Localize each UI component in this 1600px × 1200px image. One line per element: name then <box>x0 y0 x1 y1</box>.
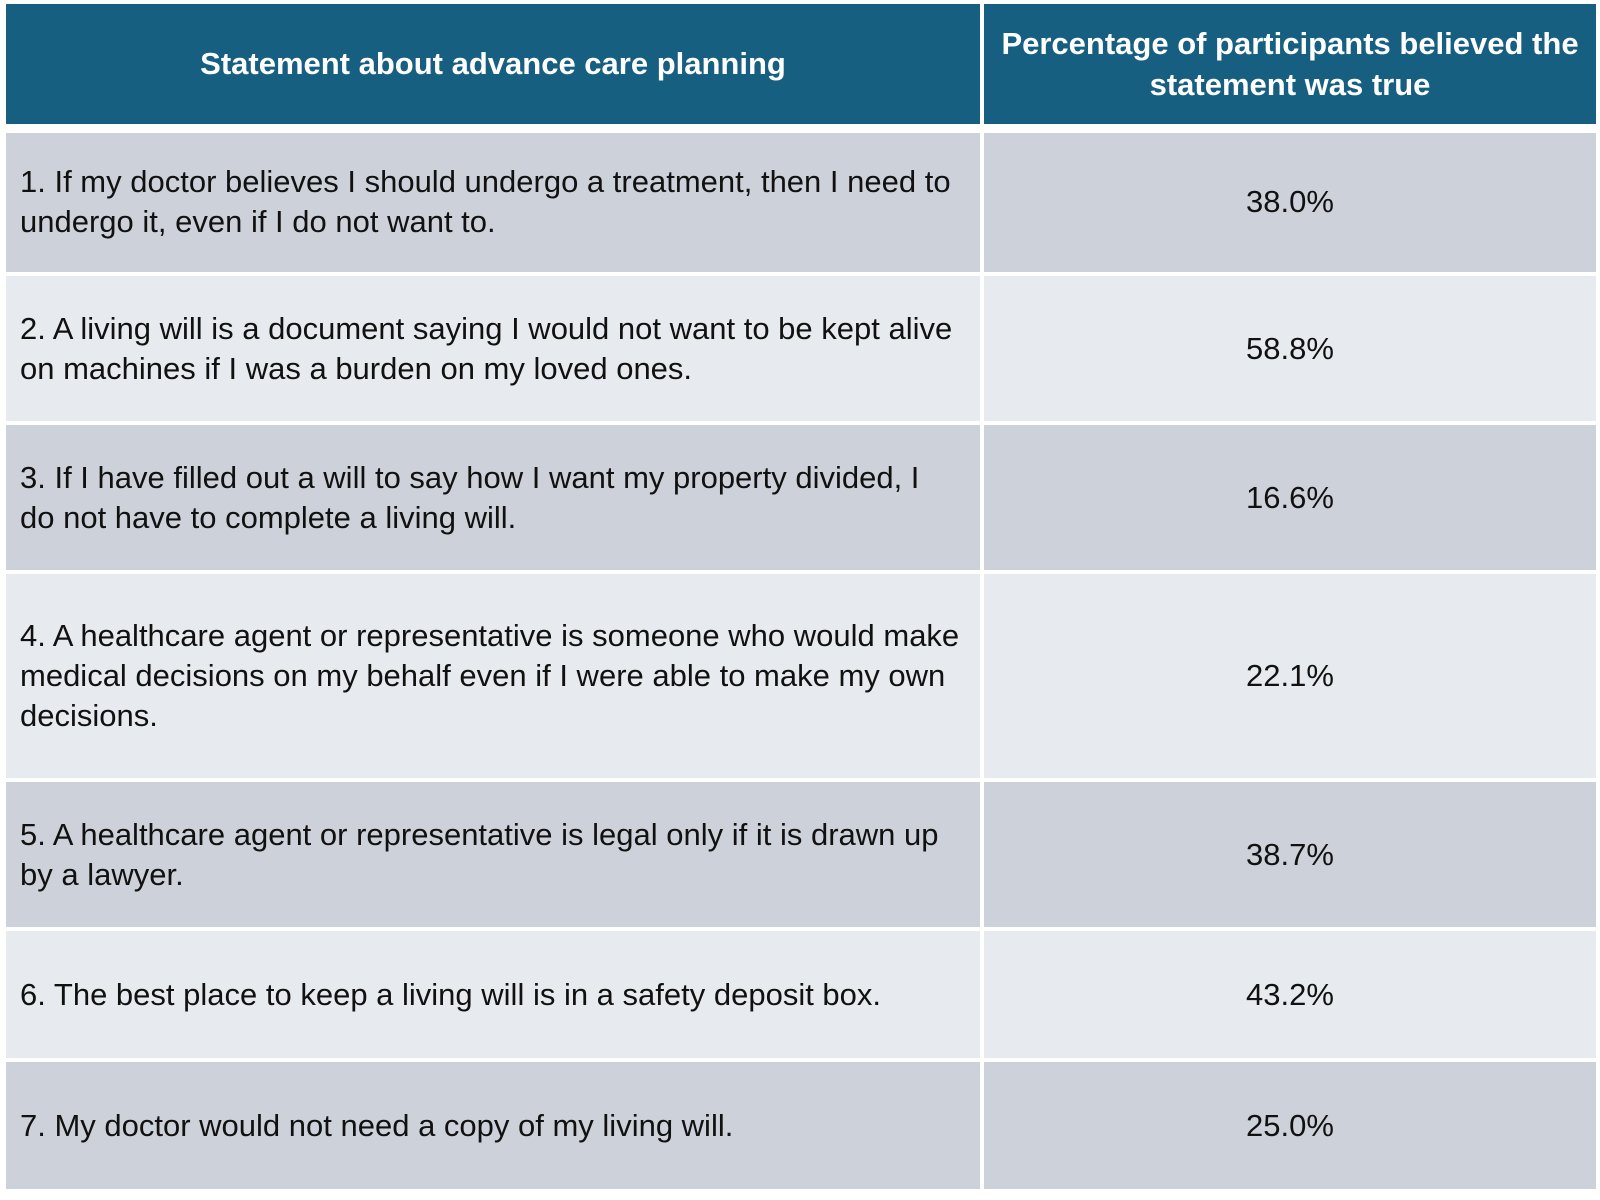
advance-care-planning-table: Statement about advance care planning Pe… <box>6 4 1596 1193</box>
advance-care-planning-table-container: Statement about advance care planning Pe… <box>6 4 1596 1193</box>
statement-cell: 7. My doctor would not need a copy of my… <box>6 1060 984 1193</box>
column-header-percentage: Percentage of participants believed the … <box>982 4 1596 133</box>
table-row: 6. The best place to keep a living will … <box>6 929 1596 1062</box>
percentage-cell: 58.8% <box>982 274 1596 425</box>
statement-cell: 6. The best place to keep a living will … <box>6 929 984 1062</box>
statement-cell: 4. A healthcare agent or representative … <box>6 572 984 782</box>
percentage-cell: 22.1% <box>982 572 1596 782</box>
statement-cell: 1. If my doctor believes I should underg… <box>6 128 984 276</box>
table-header: Statement about advance care planning Pe… <box>6 4 1596 133</box>
percentage-cell: 38.0% <box>982 128 1596 276</box>
table-row: 1. If my doctor believes I should underg… <box>6 128 1596 276</box>
table-row: 3. If I have filled out a will to say ho… <box>6 423 1596 574</box>
percentage-cell: 38.7% <box>982 780 1596 931</box>
table-row: 2. A living will is a document saying I … <box>6 274 1596 425</box>
statement-cell: 5. A healthcare agent or representative … <box>6 780 984 931</box>
percentage-cell: 43.2% <box>982 929 1596 1062</box>
column-header-statement: Statement about advance care planning <box>6 4 984 133</box>
table-body: 1. If my doctor believes I should underg… <box>6 128 1596 1193</box>
percentage-cell: 16.6% <box>982 423 1596 574</box>
table-header-row: Statement about advance care planning Pe… <box>6 4 1596 133</box>
percentage-cell: 25.0% <box>982 1060 1596 1193</box>
statement-cell: 3. If I have filled out a will to say ho… <box>6 423 984 574</box>
table-row: 7. My doctor would not need a copy of my… <box>6 1060 1596 1193</box>
table-row: 4. A healthcare agent or representative … <box>6 572 1596 782</box>
table-row: 5. A healthcare agent or representative … <box>6 780 1596 931</box>
statement-cell: 2. A living will is a document saying I … <box>6 274 984 425</box>
